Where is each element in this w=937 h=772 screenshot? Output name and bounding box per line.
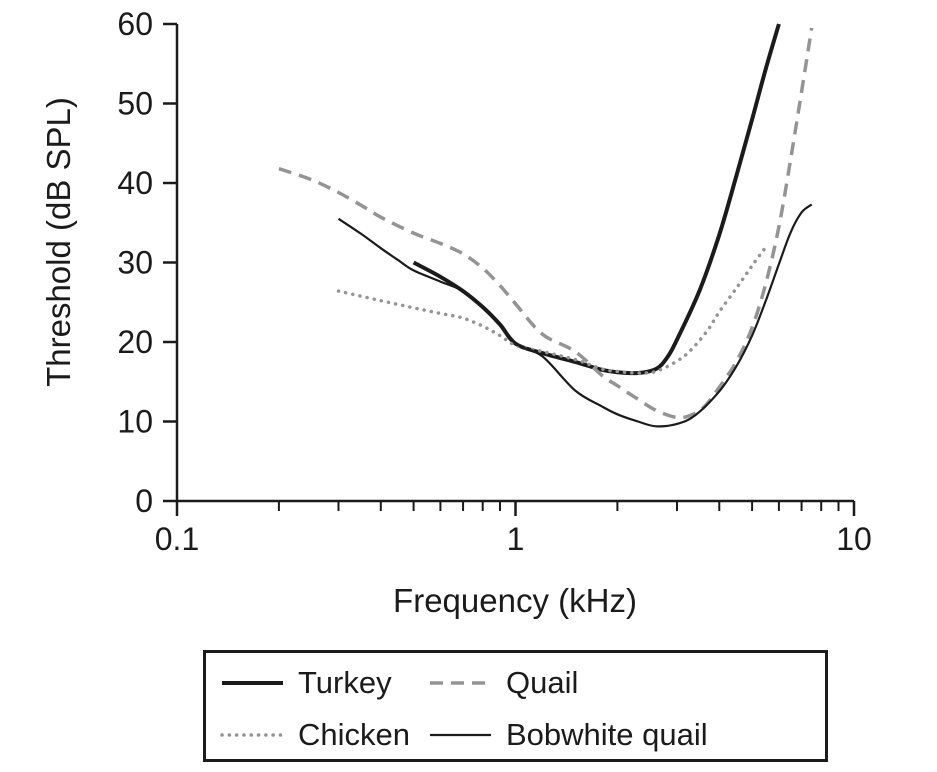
y-tick-label: 40 [117,165,153,201]
y-tick-label: 60 [117,6,153,42]
legend-label: Chicken [298,717,410,752]
curve-bobwhite-quail [337,203,813,428]
x-tick-label: 0.1 [155,521,199,557]
curves [278,23,814,428]
legend-line-sample [222,681,283,685]
legend-entry-quail: Quail [428,663,578,703]
y-tick-label: 50 [117,86,153,122]
y-tick-label: 0 [135,483,153,519]
axes [163,22,856,516]
legend-label: Quail [506,665,579,700]
legend-entry-bobwhite-quail: Bobwhite quail [428,715,708,755]
legend-entry-turkey: Turkey [220,663,392,703]
legend-box: Turkey Quail Chicken Bobwhite quail [203,650,828,762]
legend-entry-chicken: Chicken [220,715,410,755]
curve-quail [278,27,814,420]
y-axis-label: Threshold (dB SPL) [40,97,77,387]
legend-line-sample [430,681,491,685]
legend-label: Bobwhite quail [506,717,708,752]
legend-line-sample [430,733,491,737]
x-tick-label: 10 [836,521,872,557]
x-tick-label: 1 [507,521,525,557]
y-tick-label: 30 [117,245,153,281]
legend-line-sample [220,733,285,737]
y-tick-label: 10 [117,404,153,440]
curve-turkey [412,23,781,376]
x-axis-label: Frequency (kHz) [393,582,637,619]
tick-labels: 0 10 20 30 40 50 60 0.1 1 10 [117,6,871,557]
curve-chicken [336,244,768,375]
legend-label: Turkey [298,665,392,700]
y-tick-label: 20 [117,324,153,360]
